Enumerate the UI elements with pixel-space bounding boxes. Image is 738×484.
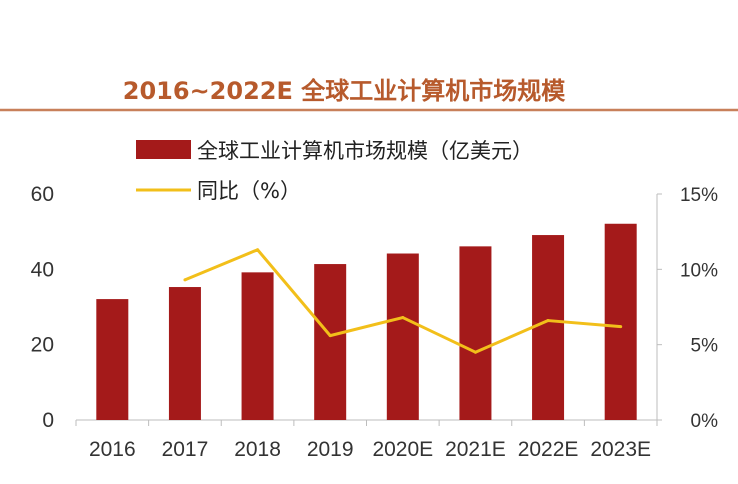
x-tick-label: 2019: [307, 438, 354, 461]
left-tick-label: 60: [31, 183, 54, 206]
x-tick-label: 2017: [162, 438, 209, 461]
left-tick-label: 20: [31, 334, 54, 357]
x-tick-label: 2020E: [372, 438, 433, 461]
bar-2019: [314, 264, 347, 420]
bar-2021E: [459, 246, 492, 420]
legend-bar-label: 全球工业计算机市场规模（亿美元）: [197, 139, 533, 163]
bar-2023E: [604, 223, 637, 420]
right-tick-label: 0%: [691, 411, 719, 432]
x-tick-label: 2018: [234, 438, 281, 461]
axes: [75, 193, 662, 426]
bar-2022E: [532, 235, 565, 420]
legend-line-label: 同比（%）: [197, 179, 301, 203]
yoy-point-2019: [328, 334, 332, 338]
bar-series: [96, 223, 637, 420]
yoy-point-2018: [256, 248, 260, 252]
bar-2018: [241, 272, 274, 420]
yoy-point-2022E: [546, 319, 550, 323]
left-tick-label: 0: [42, 409, 54, 432]
yoy-point-2017: [183, 278, 187, 282]
bar-2016: [96, 299, 129, 420]
yoy-point-2021E: [473, 350, 477, 354]
bar-2017: [168, 287, 201, 420]
bar-2020E: [386, 253, 419, 420]
right-tick-label: 5%: [691, 336, 719, 357]
yoy-point-2020E: [401, 316, 405, 320]
legend-bar-swatch: [136, 140, 191, 159]
line-series: [183, 248, 623, 354]
chart-title: 2016~2022E 全球工业计算机市场规模: [123, 77, 566, 105]
right-tick-label: 15%: [680, 185, 718, 206]
yoy-point-2023E: [619, 325, 623, 329]
right-tick-label: 10%: [680, 260, 718, 281]
x-tick-label: 2022E: [518, 438, 579, 461]
left-tick-label: 40: [31, 258, 54, 281]
x-tick-label: 2021E: [445, 438, 506, 461]
x-tick-label: 2023E: [590, 438, 651, 461]
x-tick-label: 2016: [89, 438, 136, 461]
tick-labels: 2016 2017 2018 2019 2020E 2021E 2022E 2023E 0 20 4…: [31, 183, 718, 461]
